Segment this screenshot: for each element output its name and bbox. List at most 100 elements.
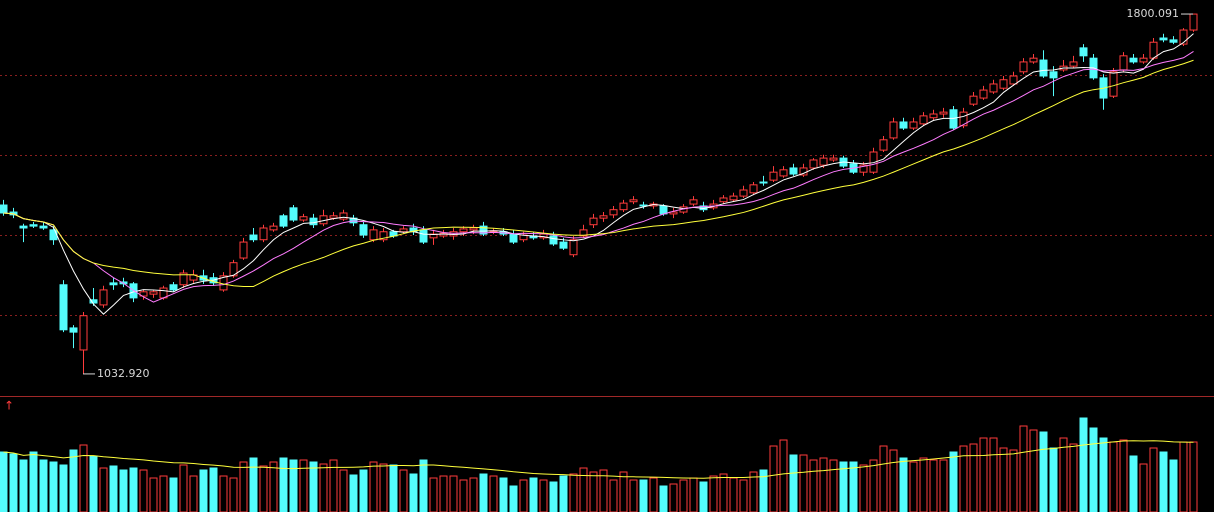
volume-bar [769, 445, 778, 512]
volume-bar [819, 457, 828, 512]
candle-body [249, 234, 258, 241]
candle-body [629, 199, 638, 203]
candle-body [169, 284, 178, 291]
volume-bar [199, 469, 208, 512]
volume-bar [1039, 431, 1048, 512]
volume-bar [689, 477, 698, 512]
volume-bar [1179, 441, 1188, 512]
candle-body [79, 315, 88, 351]
volume-bar [129, 467, 138, 512]
volume-bar [309, 461, 318, 512]
volume-bar [279, 457, 288, 512]
volume-bar [369, 461, 378, 512]
candle-body [1119, 55, 1128, 71]
volume-bar [549, 481, 558, 512]
volume-bar [869, 459, 878, 512]
candle-body [479, 225, 488, 235]
volume-bar [1109, 441, 1118, 512]
candle-body [279, 215, 288, 227]
candle-body [0, 204, 8, 214]
volume-bar [149, 477, 158, 512]
volume-bar [789, 454, 798, 512]
volume-bar [39, 459, 48, 512]
volume-bar [969, 443, 978, 512]
volume-bar [619, 471, 628, 512]
candle-body [719, 197, 728, 203]
volume-bar [459, 479, 468, 512]
candle-body [179, 272, 188, 286]
candle-body [139, 291, 148, 297]
volume-bar [899, 457, 908, 512]
volume-bar [569, 473, 578, 512]
volume-bar [289, 459, 298, 512]
volume-bar [329, 459, 338, 512]
volume-bar [1079, 417, 1088, 512]
volume-bar [949, 451, 958, 512]
volume-bar [709, 475, 718, 512]
volume-bar [889, 449, 898, 512]
volume-bar [219, 475, 228, 512]
high-label: 1800.091 [1127, 7, 1180, 20]
volume-bar [469, 477, 478, 512]
candle-body [69, 327, 78, 333]
volume-bar [699, 481, 708, 512]
volume-bar [139, 469, 148, 512]
candle-body [1129, 57, 1138, 63]
volume-bar [829, 459, 838, 512]
volume-bar [669, 483, 678, 512]
volume-bar [439, 475, 448, 512]
volume-bar [69, 449, 78, 512]
price-pane: 1800.091 1032.920 [0, 7, 1198, 380]
volume-bar [1099, 437, 1108, 512]
indicator-icon: ↑ [4, 399, 14, 413]
volume-bar [739, 479, 748, 512]
candle-body [1189, 13, 1198, 31]
volume-bar [379, 463, 388, 512]
volume-bar [249, 457, 258, 512]
candle-body [1039, 59, 1048, 77]
volume-bar [599, 469, 608, 512]
volume-bar [839, 461, 848, 512]
candle-body [889, 121, 898, 139]
candle-body [149, 291, 158, 295]
candle-body [979, 89, 988, 99]
candle-body [599, 215, 608, 219]
volume-bar [189, 475, 198, 512]
candle-body [769, 171, 778, 181]
candle-body [1179, 29, 1188, 45]
candle-body [959, 111, 968, 127]
volume-bar [99, 467, 108, 512]
candle-body [589, 217, 598, 226]
volume-bar [1129, 455, 1138, 512]
candle-body [759, 181, 768, 184]
candle-body [939, 111, 948, 115]
volume-bar [259, 465, 268, 512]
volume-bar [1189, 441, 1198, 512]
volume-bar [989, 437, 998, 512]
volume-bar [389, 464, 398, 512]
candle-body [379, 231, 388, 241]
volume-bar [429, 477, 438, 512]
volume-bar [779, 439, 788, 512]
candle-body [779, 169, 788, 177]
volume-bar [919, 457, 928, 512]
volume-bar [0, 451, 8, 512]
volume-bar [559, 475, 568, 512]
volume-bar [879, 445, 888, 512]
volume-bar [1019, 425, 1028, 512]
volume-bar [89, 455, 98, 512]
volume-bar [349, 474, 358, 512]
volume-bar [49, 461, 58, 512]
candle-body [509, 233, 518, 243]
volume-bar [959, 445, 968, 512]
candle-body [819, 157, 828, 166]
candle-body [299, 216, 308, 221]
candle-body [359, 224, 368, 236]
candle-body [49, 229, 58, 241]
volume-bar [849, 461, 858, 512]
volume-bar [59, 464, 68, 512]
candle-body [559, 241, 568, 249]
volume-bar [639, 479, 648, 512]
candle-body [99, 289, 108, 306]
